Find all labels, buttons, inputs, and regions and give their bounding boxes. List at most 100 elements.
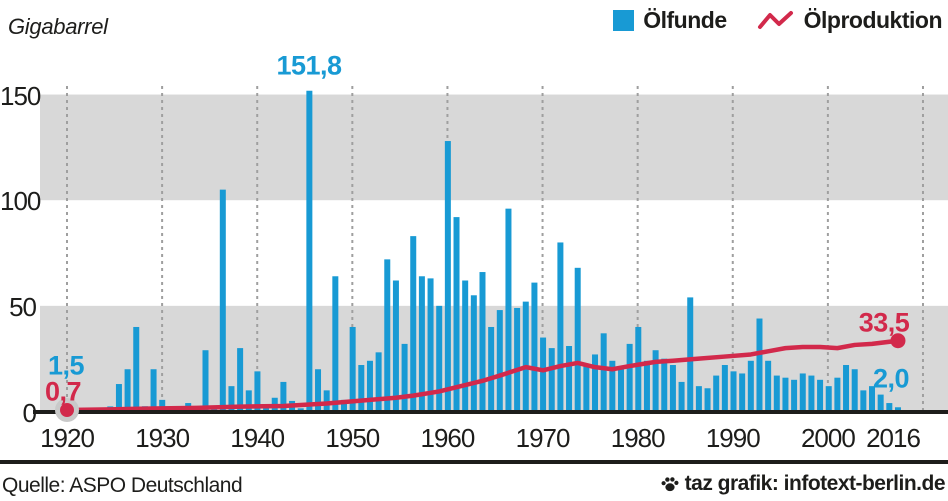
discovery-bar xyxy=(505,208,512,412)
y-axis-unit-label: Gigabarrel xyxy=(8,14,108,39)
discovery-bar xyxy=(522,301,529,412)
discovery-bar xyxy=(133,326,140,412)
x-axis-label: 1920 xyxy=(40,423,95,453)
taz-paw-icon xyxy=(661,477,679,492)
discovery-bar xyxy=(332,276,339,412)
discovery-bar xyxy=(669,365,676,412)
production-zigzag-icon xyxy=(757,10,793,29)
legend-item-production: Ölproduktion xyxy=(757,7,943,34)
x-axis-baseline xyxy=(33,410,948,414)
gray-band xyxy=(40,94,948,201)
y-axis-label: 150 xyxy=(0,80,41,111)
discovery-bar xyxy=(202,350,209,412)
discovery-bar xyxy=(323,390,330,412)
discovery-bar xyxy=(340,399,347,412)
x-axis-label: 1970 xyxy=(515,423,571,453)
discovery-bar xyxy=(739,373,746,412)
x-axis-label: 1990 xyxy=(705,423,761,453)
discovery-bar xyxy=(600,333,607,412)
x-axis-label: 1930 xyxy=(135,423,190,453)
x-axis-label: 2016 xyxy=(866,423,921,453)
discovery-bar xyxy=(358,365,365,412)
discovery-bar xyxy=(349,326,356,412)
discovery-bar xyxy=(756,318,763,412)
discovery-bar xyxy=(609,360,616,412)
annotation-discoveries-2016: 2,0 xyxy=(872,363,910,394)
discovery-bar xyxy=(280,381,287,412)
discovery-bar xyxy=(366,360,373,412)
discovery-bar xyxy=(704,388,711,412)
discovery-bar xyxy=(306,90,313,412)
discovery-bar xyxy=(583,365,590,412)
discovery-bar xyxy=(869,386,876,412)
discovery-bar xyxy=(791,379,798,412)
discovery-bar xyxy=(799,373,806,412)
x-axis-label: 1980 xyxy=(610,423,666,453)
graphic-credit: taz grafik: infotext-berlin.de xyxy=(661,472,946,496)
annotation-discoveries-1920: 1,5 xyxy=(47,350,85,381)
discovery-bar xyxy=(808,375,815,412)
discovery-bar xyxy=(115,384,122,412)
discovery-bar xyxy=(817,379,824,412)
discovery-bar xyxy=(834,377,841,412)
discovery-bar xyxy=(843,365,850,412)
x-axis-label: 1960 xyxy=(420,423,476,453)
discovery-bar xyxy=(479,272,486,412)
graphic-credit-text: taz grafik: infotext-berlin.de xyxy=(684,472,946,495)
discovery-bar xyxy=(375,352,382,412)
y-axis-label: 0 xyxy=(22,397,37,428)
discovery-bar xyxy=(557,242,564,412)
discovery-bar xyxy=(678,381,685,412)
discovery-bar xyxy=(496,310,503,412)
discovery-bar xyxy=(721,365,728,412)
x-axis-label: 1940 xyxy=(230,423,285,453)
footer-separator-line xyxy=(0,460,948,464)
discovery-bar xyxy=(851,369,858,412)
discovery-bar xyxy=(228,386,235,412)
discovery-bar xyxy=(661,358,668,412)
discovery-bar xyxy=(418,276,425,412)
discovery-bar xyxy=(730,371,737,412)
discovery-bar xyxy=(782,377,789,412)
discovery-bar xyxy=(159,399,166,412)
discovery-bar xyxy=(825,386,832,412)
discovery-bar xyxy=(687,297,694,412)
discovery-bar xyxy=(392,280,399,412)
discoveries-swatch-icon xyxy=(613,10,635,31)
discovery-bar xyxy=(643,360,650,412)
discovery-bar xyxy=(427,278,434,412)
legend-discoveries-label: Ölfunde xyxy=(643,7,727,33)
discovery-bar xyxy=(626,343,633,412)
discovery-bar xyxy=(747,360,754,412)
discovery-bar xyxy=(652,350,659,412)
discovery-bar xyxy=(237,348,244,412)
x-axis-label: 1950 xyxy=(325,423,380,453)
discovery-bar xyxy=(592,354,599,412)
discovery-bar xyxy=(617,369,624,412)
legend-production-label: Ölproduktion xyxy=(803,7,943,33)
discovery-bar xyxy=(548,348,555,412)
production-line xyxy=(64,338,901,413)
legend-item-discoveries: Ölfunde xyxy=(613,7,727,34)
source-credit: Quelle: ASPO Deutschland xyxy=(2,474,243,497)
discovery-bar xyxy=(245,390,252,412)
discovery-bar xyxy=(894,407,901,412)
discovery-bar xyxy=(315,369,322,412)
discovery-bar xyxy=(124,369,131,412)
discovery-bar xyxy=(453,217,460,412)
discovery-bar xyxy=(219,189,226,412)
discovery-bar xyxy=(254,371,261,412)
x-axis-label: 2000 xyxy=(800,423,856,453)
discovery-bar xyxy=(488,326,495,412)
annotation-production-1920: 0,7 xyxy=(44,376,82,407)
discovery-bar xyxy=(410,236,417,412)
y-axis-label: 50 xyxy=(9,291,37,322)
annotation-production-2016: 33,5 xyxy=(858,307,910,338)
discovery-bar xyxy=(877,394,884,412)
discovery-bar xyxy=(384,259,391,412)
discovery-bar xyxy=(531,282,538,412)
discovery-bar xyxy=(540,337,547,412)
discovery-bar xyxy=(444,141,451,412)
discovery-bar xyxy=(297,408,304,412)
discovery-bar xyxy=(470,295,477,412)
